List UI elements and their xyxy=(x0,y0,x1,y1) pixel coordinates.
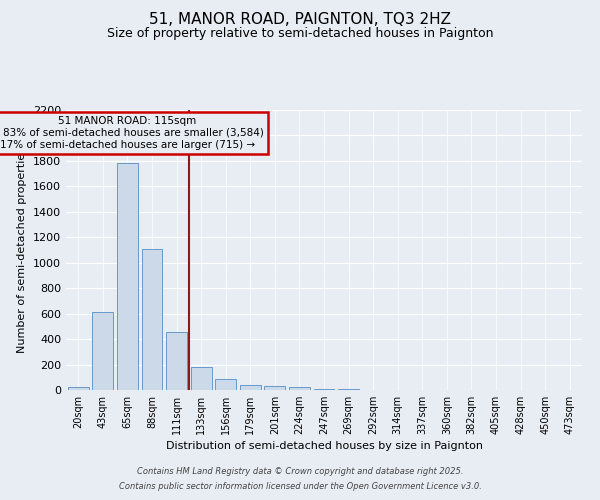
Bar xyxy=(191,367,212,390)
Text: Size of property relative to semi-detached houses in Paignton: Size of property relative to semi-detach… xyxy=(107,28,493,40)
Bar xyxy=(215,378,236,390)
Bar xyxy=(117,164,138,390)
Bar xyxy=(240,385,261,390)
X-axis label: Distribution of semi-detached houses by size in Paignton: Distribution of semi-detached houses by … xyxy=(166,441,482,451)
Bar xyxy=(166,332,187,390)
Text: Contains HM Land Registry data © Crown copyright and database right 2025.: Contains HM Land Registry data © Crown c… xyxy=(137,467,463,476)
Bar xyxy=(265,386,286,390)
Text: 51 MANOR ROAD: 115sqm
← 83% of semi-detached houses are smaller (3,584)
17% of s: 51 MANOR ROAD: 115sqm ← 83% of semi-deta… xyxy=(0,116,264,150)
Text: Contains public sector information licensed under the Open Government Licence v3: Contains public sector information licen… xyxy=(119,482,481,491)
Text: 51, MANOR ROAD, PAIGNTON, TQ3 2HZ: 51, MANOR ROAD, PAIGNTON, TQ3 2HZ xyxy=(149,12,451,28)
Bar xyxy=(68,387,89,390)
Bar xyxy=(142,248,163,390)
Bar xyxy=(92,312,113,390)
Y-axis label: Number of semi-detached properties: Number of semi-detached properties xyxy=(17,147,28,353)
Bar xyxy=(314,388,334,390)
Bar xyxy=(289,388,310,390)
